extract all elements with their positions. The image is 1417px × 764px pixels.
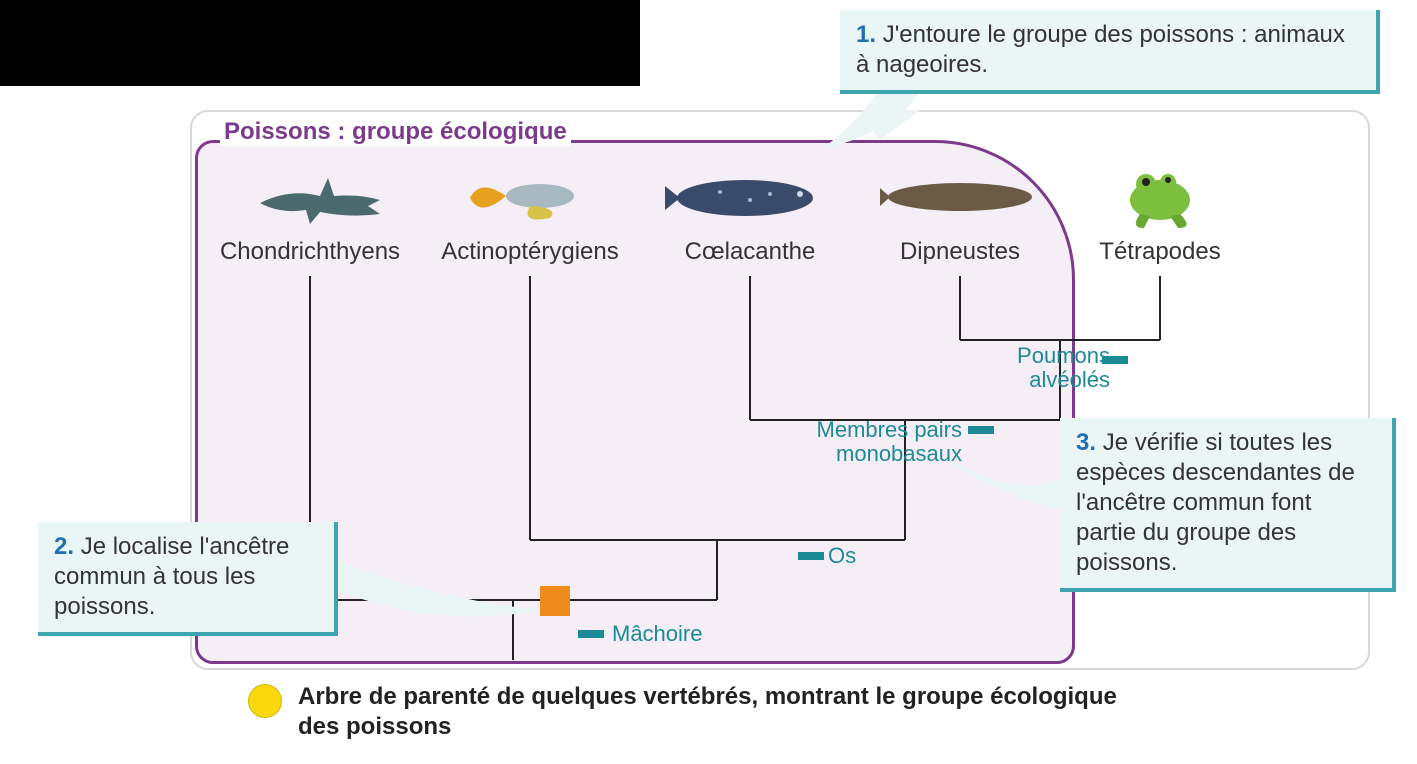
caption-bullet-icon xyxy=(248,684,282,718)
callout-step-3: 3. Je vérifie si toutes les espèces desc… xyxy=(1060,418,1396,592)
synapo-membres: Membres pairsmonobasaux xyxy=(776,418,962,466)
synapo-os: Os xyxy=(828,544,856,568)
synapo-machoire: Mâchoire xyxy=(612,622,702,646)
figure-caption: Arbre de parenté de quelques vertébrés, … xyxy=(248,682,1148,742)
callout-1-text: J'entoure le groupe des poissons : anima… xyxy=(856,21,1345,78)
callout-step-2: 2. Je localise l'ancêtre commun à tous l… xyxy=(38,522,338,636)
callout-step-1: 1. J'entoure le groupe des poissons : an… xyxy=(840,10,1380,94)
callout-1-number: 1. xyxy=(856,21,876,48)
black-header-box xyxy=(0,0,640,86)
callout-3-number: 3. xyxy=(1076,429,1096,456)
callout-3-text: Je vérifie si toutes les espèces descend… xyxy=(1076,429,1355,576)
ancestor-marker xyxy=(540,586,570,616)
callout-2-text: Je localise l'ancêtre commun à tous les … xyxy=(54,533,289,620)
callout-2-number: 2. xyxy=(54,533,74,560)
synapo-poumons: Poumonsalvéolés xyxy=(960,344,1110,392)
caption-text: Arbre de parenté de quelques vertébrés, … xyxy=(298,682,1148,742)
